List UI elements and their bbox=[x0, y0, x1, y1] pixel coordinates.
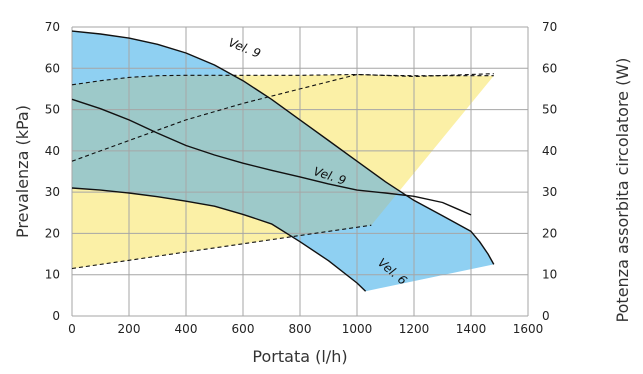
y-tick-label: 20 bbox=[45, 226, 60, 240]
x-tick-label: 200 bbox=[118, 322, 141, 336]
x-tick-label: 1400 bbox=[456, 322, 487, 336]
x-tick-label: 0 bbox=[68, 322, 76, 336]
x-tick-label: 1000 bbox=[342, 322, 373, 336]
y-tick-label: 60 bbox=[45, 61, 60, 75]
x-tick-label: 1200 bbox=[399, 322, 430, 336]
y2-tick-label: 0 bbox=[542, 309, 550, 323]
x-tick-label: 400 bbox=[175, 322, 198, 336]
y-axis-label: Prevalenza (kPa) bbox=[13, 105, 32, 238]
y-tick-label: 40 bbox=[45, 144, 60, 158]
head-curve-max bbox=[71, 30, 495, 265]
power-curve-mid bbox=[71, 73, 494, 162]
chart-curves bbox=[71, 30, 495, 292]
y2-tick-label: 50 bbox=[542, 103, 557, 117]
speed-annotation: Vel. 9 bbox=[226, 35, 262, 61]
y2-axis-label: Potenza assorbita circolatore (W) bbox=[613, 58, 632, 323]
y2-tick-label: 40 bbox=[542, 144, 557, 158]
chart-grid bbox=[71, 26, 529, 317]
chart-ticks: 0 200 400 600 800 1000 1200 1400 160001020304050… bbox=[45, 20, 558, 336]
y2-tick-label: 30 bbox=[542, 185, 557, 199]
y2-tick-label: 60 bbox=[542, 61, 557, 75]
y-tick-label: 50 bbox=[45, 103, 60, 117]
y-tick-label: 70 bbox=[45, 20, 60, 34]
y-tick-label: 10 bbox=[45, 268, 60, 282]
power-curve-min bbox=[71, 224, 372, 270]
y2-tick-label: 10 bbox=[542, 268, 557, 282]
x-tick-label: 1600 bbox=[513, 322, 544, 336]
y-tick-label: 30 bbox=[45, 185, 60, 199]
x-axis-label: Portata (l/h) bbox=[252, 347, 347, 366]
chart-fills bbox=[72, 31, 494, 292]
y2-tick-label: 70 bbox=[542, 20, 557, 34]
x-tick-label: 800 bbox=[289, 322, 312, 336]
y2-tick-label: 20 bbox=[542, 226, 557, 240]
head-curve-min bbox=[71, 187, 367, 292]
head-curve-mid bbox=[71, 98, 472, 216]
y-tick-label: 0 bbox=[52, 309, 60, 323]
x-tick-label: 600 bbox=[232, 322, 255, 336]
